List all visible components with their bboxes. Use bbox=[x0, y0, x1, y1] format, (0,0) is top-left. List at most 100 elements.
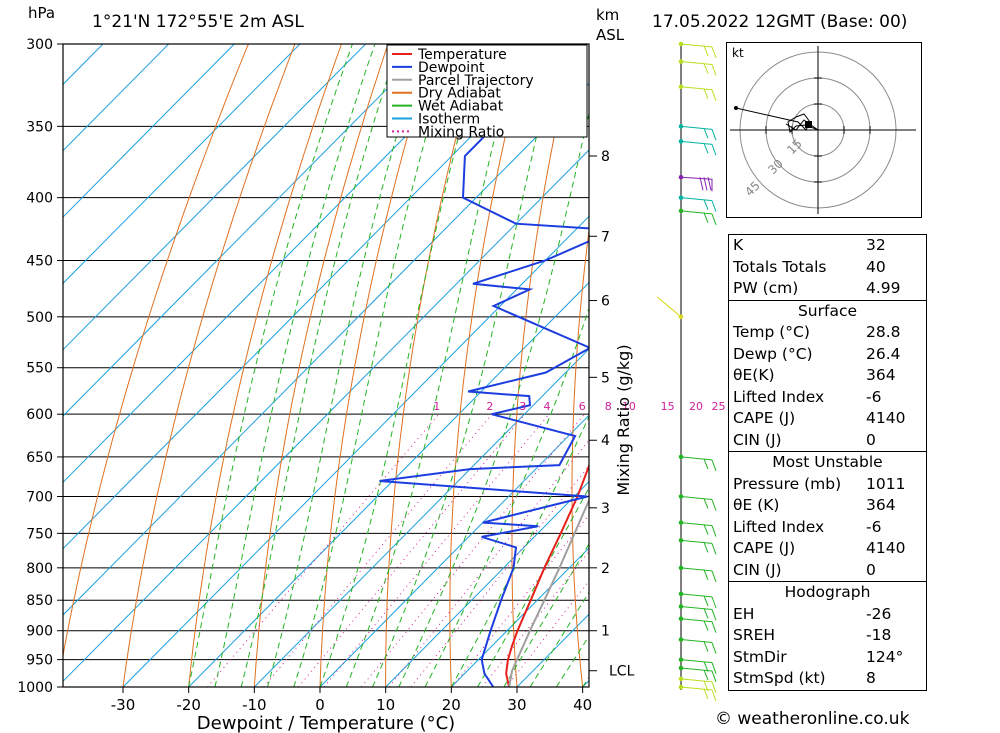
wet-adiabat bbox=[450, 415, 589, 687]
mixing-ratio-label: 6 bbox=[579, 400, 586, 413]
isotherm bbox=[63, 44, 235, 218]
barb-marker bbox=[678, 124, 684, 129]
height-tick-label: 1 bbox=[601, 624, 610, 640]
wind-barb bbox=[680, 618, 713, 623]
pressure-tick-label: 950 bbox=[26, 653, 53, 669]
isotherm bbox=[450, 547, 589, 687]
mixing-ratio-axis-label: Mixing Ratio (g/kg) bbox=[614, 344, 633, 495]
legend-label: Wet Adiabat bbox=[418, 99, 504, 115]
mu-cin-row: CIN (J) 0 bbox=[729, 560, 926, 582]
mixing-ratio-line bbox=[263, 413, 493, 687]
mixing-ratio-line bbox=[451, 514, 589, 687]
dry-adiabat bbox=[122, 44, 296, 687]
temperature-tick-label: 20 bbox=[442, 696, 461, 714]
wind-barb bbox=[680, 667, 713, 672]
hodograph-end-marker bbox=[734, 106, 738, 110]
wind-barb-feather bbox=[703, 661, 709, 672]
wind-barb-feather bbox=[703, 498, 709, 509]
hodograph: kt 15 30 45 bbox=[726, 42, 922, 218]
wind-barb-feather bbox=[711, 525, 717, 537]
eh-value: -26 bbox=[866, 604, 892, 623]
temperature-tick-label: 30 bbox=[507, 696, 526, 714]
legend-label: Parcel Trajectory bbox=[418, 73, 534, 89]
isotherm bbox=[63, 82, 589, 616]
wind-barb-feather bbox=[703, 542, 709, 553]
k-index-value: 32 bbox=[866, 236, 886, 254]
dry-adiabat bbox=[630, 44, 667, 687]
wind-barb bbox=[680, 605, 713, 610]
dry-adiabat bbox=[63, 44, 249, 659]
run-datetime: 17.05.2022 12GMT (Base: 00) bbox=[652, 12, 908, 32]
wind-barb-flag bbox=[703, 177, 708, 191]
wind-barb-feather bbox=[703, 641, 709, 652]
mixing-ratio-label: 15 bbox=[661, 400, 675, 413]
mixing-ratio-label: 10 bbox=[622, 400, 636, 413]
most-unstable-section: Most Unstable Pressure (mb) 1011 θE (K) 36… bbox=[729, 451, 926, 581]
pressure-tick-label: 400 bbox=[26, 191, 53, 207]
wind-barb-feather bbox=[711, 129, 717, 141]
wind-barb-feather bbox=[703, 669, 709, 681]
general-indices: K 32 Totals Totals 40 PW (cm) 4.99 bbox=[729, 235, 926, 300]
wind-barb-feather bbox=[711, 662, 717, 674]
temperature-tick-label: 40 bbox=[573, 696, 592, 714]
wind-barb bbox=[680, 43, 713, 48]
surface-dewp-label: Dewp (°C) bbox=[733, 344, 813, 363]
totals-totals-value: 40 bbox=[866, 257, 886, 276]
isotherm bbox=[63, 44, 432, 417]
wind-barb-feather bbox=[711, 144, 717, 156]
mu-thetae-label: θE (K) bbox=[733, 496, 780, 514]
pressure-tick-label: 850 bbox=[26, 593, 53, 609]
mixing-ratio-line bbox=[410, 465, 589, 687]
isotherm bbox=[63, 44, 301, 285]
pressure-tick-label: 700 bbox=[26, 490, 53, 506]
asl-label: ASL bbox=[596, 26, 625, 44]
wind-barb-feather bbox=[703, 608, 709, 619]
surface-title: Surface bbox=[797, 301, 858, 320]
wind-barb bbox=[680, 176, 713, 192]
mu-li-value: -6 bbox=[866, 517, 882, 536]
wind-barb bbox=[680, 61, 713, 66]
mixing-ratio-line bbox=[298, 413, 526, 687]
wet-adiabat bbox=[188, 44, 353, 687]
pressure-tick-label: 800 bbox=[26, 561, 53, 577]
wind-barb bbox=[680, 140, 713, 145]
wind-barb bbox=[680, 639, 713, 644]
hodograph-params-title: Hodograph bbox=[784, 583, 871, 601]
wind-barb bbox=[680, 539, 713, 544]
wind-barb-feather bbox=[703, 569, 709, 581]
stmspd-row: StmSpd (kt) 8 bbox=[729, 668, 926, 690]
eh-label: EH bbox=[733, 604, 755, 623]
wind-barb-feather bbox=[703, 458, 709, 470]
mixing-ratio-label: 25 bbox=[712, 400, 726, 413]
hodograph-params-section: Hodograph EH -26 SREH -18 StmDir 124° StmSp… bbox=[729, 581, 926, 690]
wind-barb-feather bbox=[711, 642, 717, 654]
wind-barb-feather bbox=[703, 199, 709, 210]
mixing-ratio-label: 1 bbox=[433, 400, 440, 413]
height-tick-label: 6 bbox=[601, 294, 610, 310]
mixing-ratio-line bbox=[323, 413, 550, 687]
wet-adiabat bbox=[398, 111, 589, 687]
wind-barb-feather bbox=[711, 681, 717, 694]
wind-barb bbox=[680, 125, 713, 130]
temperature-tick-label: 10 bbox=[376, 696, 395, 714]
surface-dewp-value: 26.4 bbox=[866, 344, 901, 363]
surface-cin-value: 0 bbox=[866, 430, 876, 449]
wind-barb bbox=[680, 456, 713, 461]
eh-row: EH -26 bbox=[729, 604, 926, 626]
sreh-label: SREH bbox=[733, 626, 776, 644]
surface-li-row: Lifted Index -6 bbox=[729, 387, 926, 409]
wind-barb-feather bbox=[711, 621, 717, 633]
mu-pressure-value: 1011 bbox=[866, 474, 906, 493]
stmspd-label: StmSpd (kt) bbox=[733, 669, 826, 687]
isotherm bbox=[253, 348, 589, 687]
wind-barb-feather bbox=[711, 64, 717, 76]
surface-cin-row: CIN (J) 0 bbox=[729, 430, 926, 452]
wind-barb-feather bbox=[711, 89, 717, 101]
isotherm bbox=[63, 44, 498, 484]
mu-pressure-label: Pressure (mb) bbox=[733, 474, 842, 493]
wind-barb-feather bbox=[703, 688, 709, 700]
wind-barb-feather bbox=[703, 128, 709, 139]
isotherm bbox=[63, 44, 563, 550]
copyright-credit[interactable]: © weatheronline.co.uk bbox=[715, 709, 910, 729]
